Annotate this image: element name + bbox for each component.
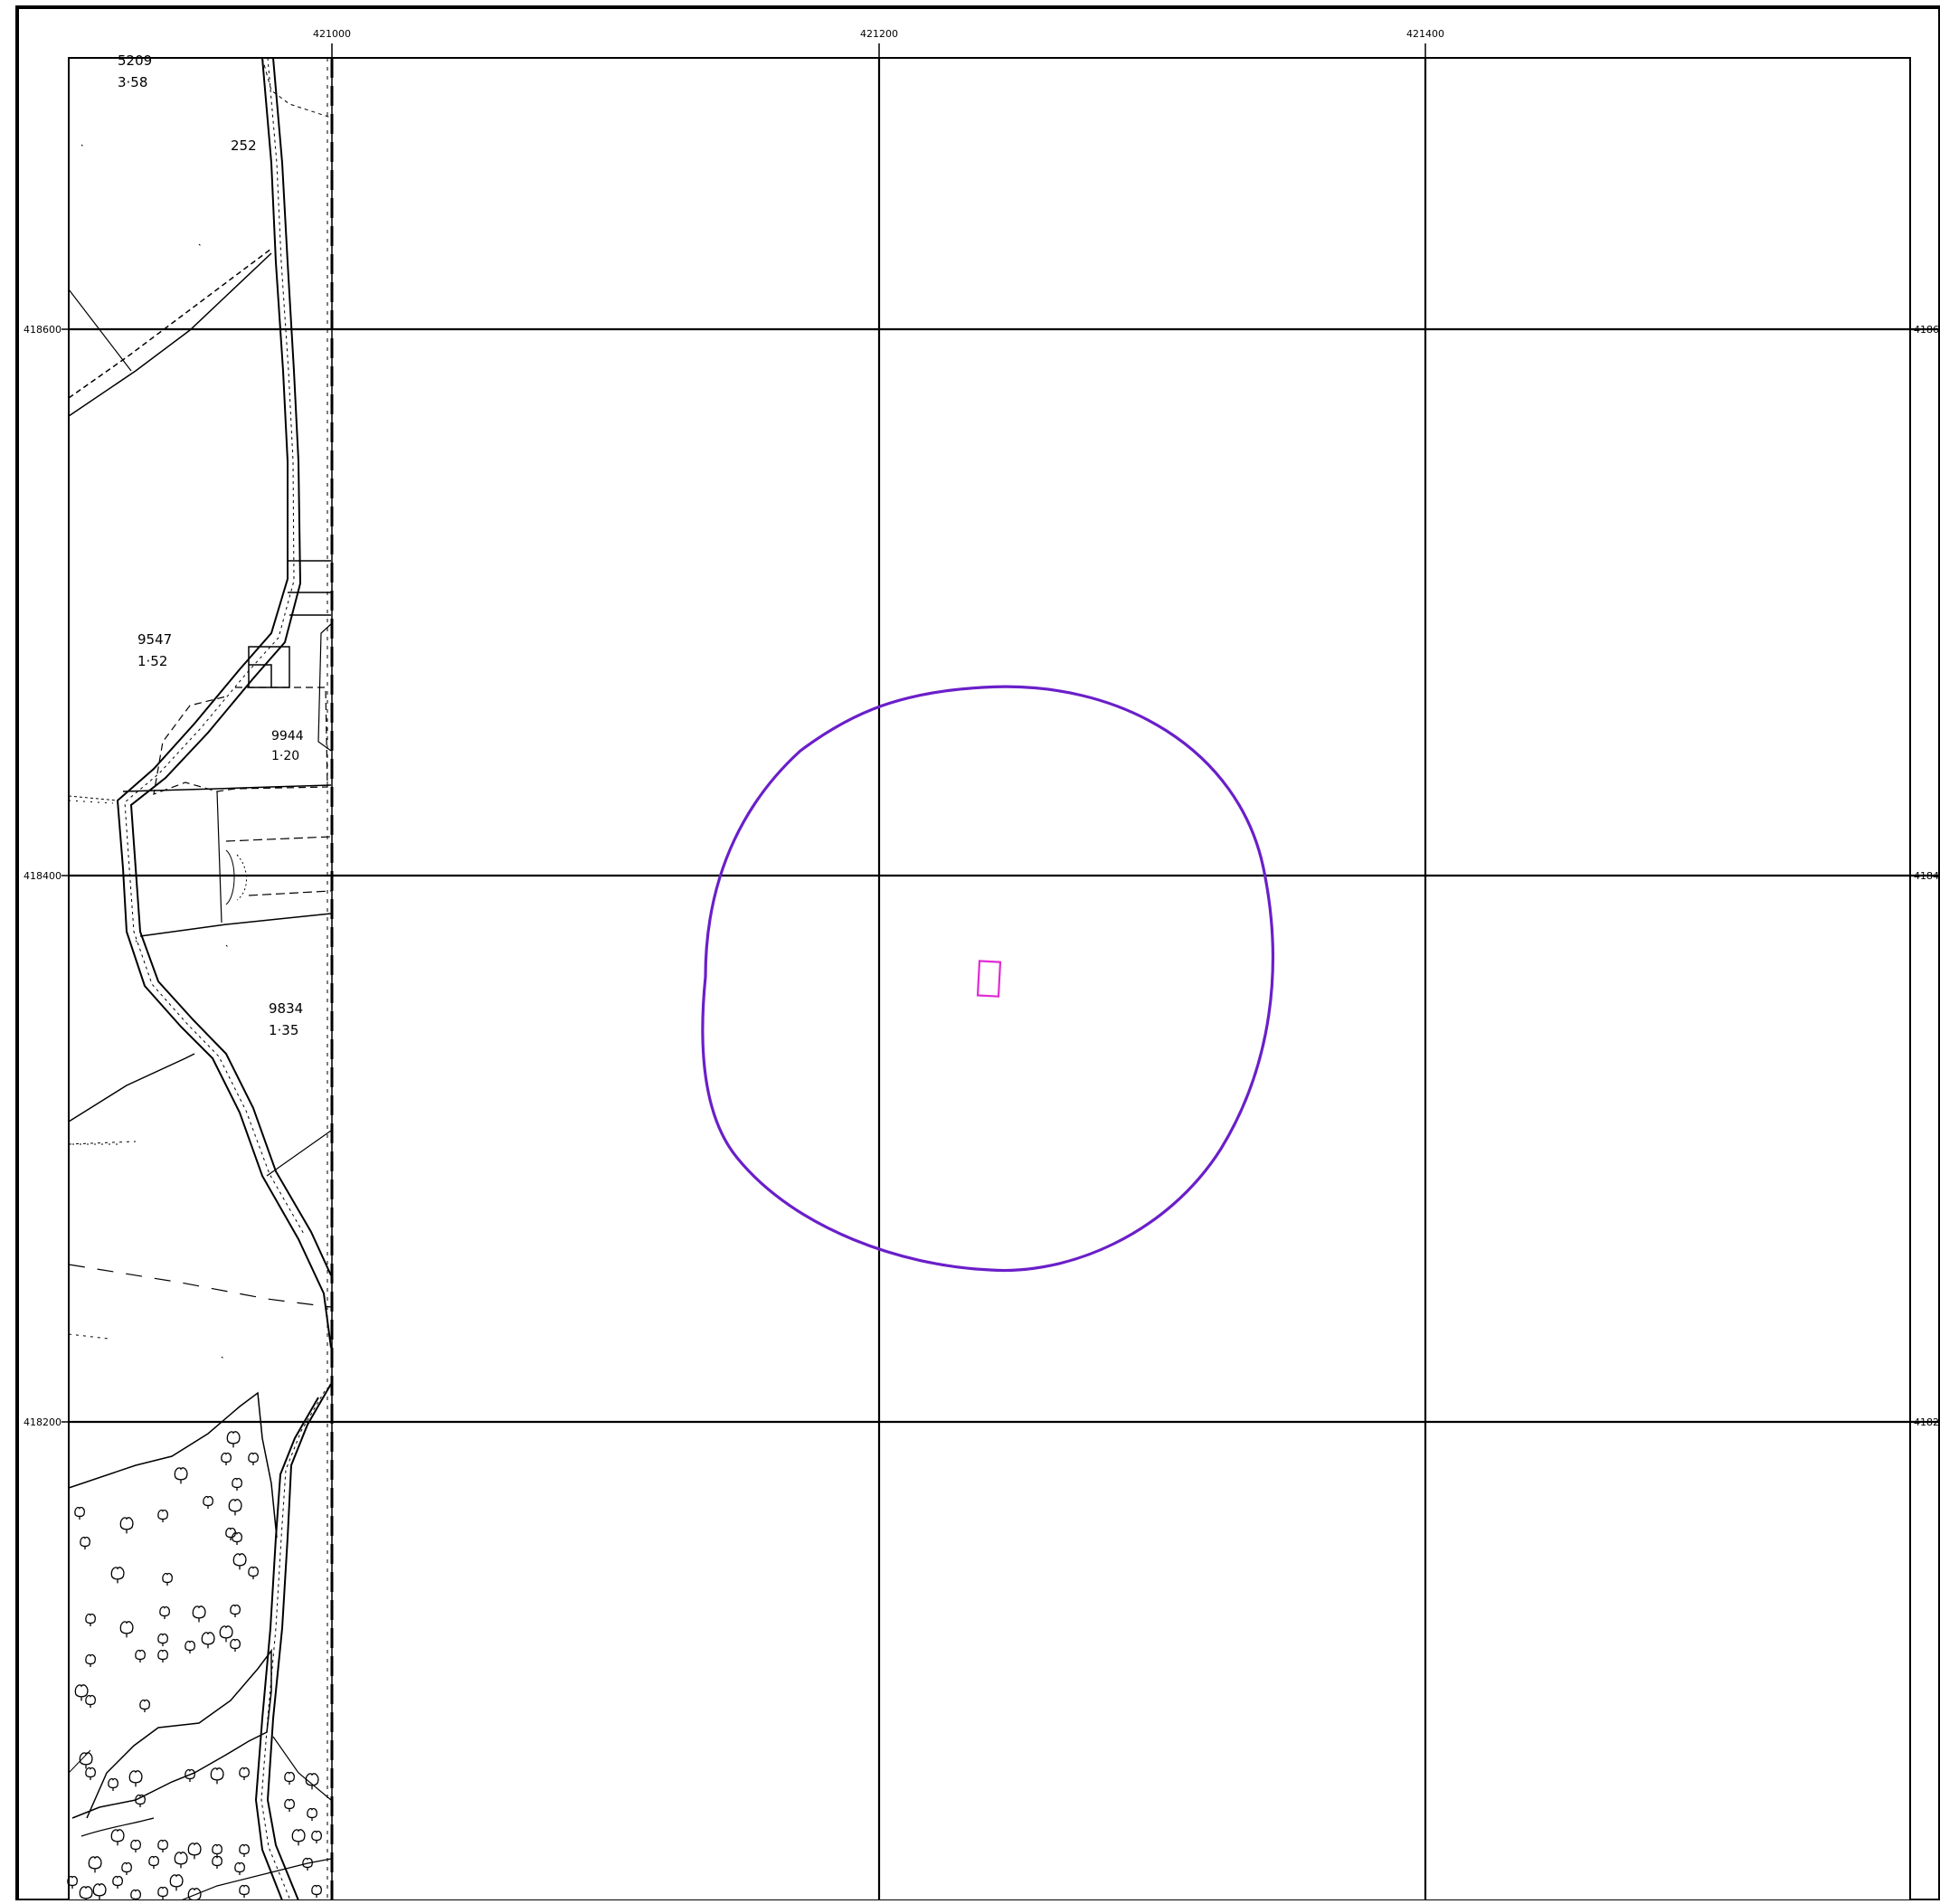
top-axis-labels: 421000 421200 421400 (313, 28, 1444, 40)
tree-icon (135, 1794, 146, 1807)
tree-icon (284, 1798, 295, 1812)
tree-icon (85, 1767, 96, 1780)
tree-icon (92, 1883, 107, 1900)
tree-icon (302, 1857, 313, 1871)
tree-icon (157, 1839, 168, 1852)
tree-icon (230, 1638, 241, 1652)
x-tick-label: 421200 (860, 28, 898, 40)
tree-icon (85, 1694, 96, 1708)
tree-icon (162, 1572, 173, 1586)
x-tick-label: 421000 (313, 28, 351, 40)
tree-icon (74, 1506, 85, 1520)
parcel-area: 3·58 (118, 74, 147, 90)
tree-icon (210, 1767, 224, 1785)
tree-icon (212, 1855, 222, 1869)
field-number: 252 (231, 137, 257, 154)
tree-icon (228, 1499, 242, 1516)
tree-icon (185, 1640, 195, 1653)
tree-icon (248, 1566, 259, 1579)
x-tick-label: 421400 (1406, 28, 1444, 40)
tree-icon (157, 1649, 168, 1662)
tree-icon (226, 1431, 241, 1448)
parcel-area: 1·35 (269, 1022, 298, 1038)
tree-icon (311, 1884, 322, 1898)
parcel-area: 1·52 (137, 653, 167, 669)
parcel-number: 9944 (271, 729, 304, 744)
tree-icon (192, 1606, 206, 1623)
tree-icon (85, 1613, 96, 1626)
y-tick-label-right: 4182 (1914, 1416, 1939, 1428)
parcel-number: 9547 (137, 631, 172, 648)
tree-icon (307, 1807, 317, 1821)
y-tick-label: 418200 (24, 1416, 62, 1428)
tree-icon (110, 1567, 125, 1584)
tree-icon (85, 1653, 96, 1667)
y-tick-label-right: 4184 (1914, 870, 1939, 882)
tree-icon (232, 1553, 247, 1570)
tree-icon (112, 1875, 123, 1889)
tree-icon (174, 1467, 188, 1484)
site-boundary-rectangle[interactable] (976, 960, 1002, 998)
tree-icon (232, 1477, 242, 1491)
tree-icon (157, 1509, 168, 1522)
tree-icon (108, 1777, 118, 1791)
tree-icon (79, 1752, 93, 1769)
tree-icon (148, 1855, 159, 1869)
tree-symbols (67, 1431, 322, 1904)
parcel-number: 9834 (269, 1000, 303, 1017)
tree-icon (284, 1771, 295, 1785)
tree-icon (135, 1649, 146, 1662)
tree-icon (110, 1829, 125, 1846)
tree-icon (248, 1452, 259, 1465)
tree-icon (119, 1517, 134, 1534)
tree-icon (185, 1768, 195, 1782)
tree-icon (219, 1625, 233, 1643)
y-tick-label-right: 4186 (1914, 324, 1939, 336)
map-inner-frame (68, 57, 1911, 1901)
parcel-labels: 5209 3·58 252 9547 1·52 9944 1·20 9834 1… (118, 52, 304, 1038)
tree-icon (311, 1830, 322, 1843)
parcel-area: 1·20 (271, 749, 299, 763)
tree-icon (88, 1856, 102, 1873)
tree-icon (239, 1767, 250, 1780)
tree-icon (119, 1621, 134, 1638)
tree-icon (74, 1684, 89, 1701)
parcel-number: 5209 (118, 52, 152, 69)
tree-icon (121, 1861, 132, 1875)
tree-icon (201, 1632, 215, 1649)
tree-icon (157, 1886, 168, 1899)
tree-icon (203, 1495, 213, 1509)
tree-icon (67, 1875, 78, 1889)
tree-icon (139, 1699, 150, 1712)
right-axis-labels: 4186 4184 4182 (1914, 324, 1939, 1428)
tree-icon (187, 1842, 202, 1860)
tree-icon (130, 1839, 141, 1852)
tree-icon (174, 1852, 188, 1869)
tree-icon (239, 1884, 250, 1898)
tree-icon (128, 1770, 143, 1787)
tree-icon (232, 1531, 242, 1545)
search-radius-circle[interactable] (701, 685, 1274, 1273)
y-tick-label: 418400 (24, 870, 62, 882)
coordinate-grid (62, 43, 1940, 1900)
tree-icon (169, 1874, 184, 1891)
tree-icon (157, 1633, 168, 1646)
tree-icon (305, 1773, 319, 1790)
tree-icon (291, 1829, 306, 1846)
left-axis-labels: 418600 418400 418200 (24, 324, 62, 1428)
tree-icon (80, 1536, 90, 1549)
tree-icon (221, 1452, 232, 1465)
base-map-tile (67, 57, 334, 1904)
tree-icon (159, 1606, 170, 1619)
tree-icon (225, 1527, 236, 1540)
tree-icon (234, 1861, 245, 1875)
tree-icon (230, 1604, 241, 1617)
y-tick-label: 418600 (24, 324, 62, 336)
tree-icon (239, 1843, 250, 1857)
